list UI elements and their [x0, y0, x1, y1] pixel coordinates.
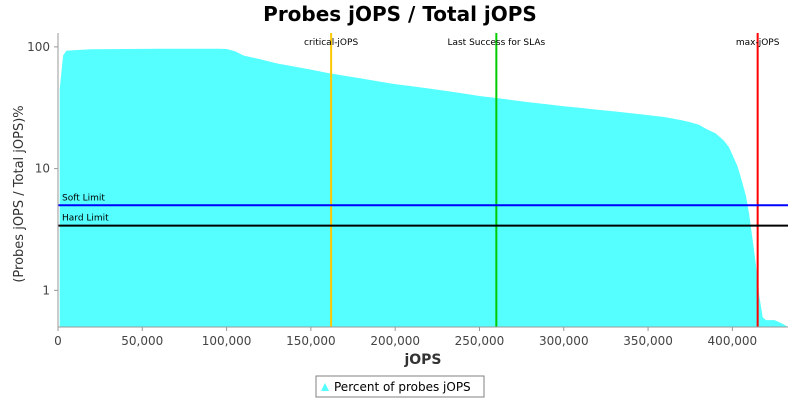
x-tick-label-0: 0 [54, 334, 62, 348]
x-tick-label-3: 150,000 [286, 334, 336, 348]
x-tick-label-5: 250,000 [455, 334, 505, 348]
y-tick-label-0: 1 [42, 283, 50, 297]
x-tick-label-1: 50,000 [121, 334, 163, 348]
legend-label: Percent of probes jOPS [334, 380, 471, 394]
x-tick-label-6: 300,000 [539, 334, 589, 348]
limit-label-1: Hard Limit [62, 214, 109, 224]
x-ticks-group: 0 50,000 100,000 150,000 200,000 250,000 300,0… [54, 327, 757, 348]
x-tick-label-4: 200,000 [370, 334, 420, 348]
vertical-markers-group: critical-jOPS Last Success for SLAs max-jO… [304, 33, 780, 327]
x-axis-label: jOPS [403, 352, 441, 368]
x-tick-label-7: 350,000 [623, 334, 673, 348]
legend: Percent of probes jOPS [315, 375, 485, 398]
series-area-0 [59, 48, 788, 328]
series-area-group [59, 48, 788, 328]
y-ticks-group: 1 10 100 [27, 40, 58, 297]
y-tick-label-2: 100 [27, 40, 50, 54]
limit-label-0: Soft Limit [62, 193, 105, 203]
marker-label-2: max-jOPS [736, 38, 780, 48]
x-tick-label-2: 100,000 [202, 334, 252, 348]
chart-title: Probes jOPS / Total jOPS [263, 2, 537, 26]
marker-label-1: Last Success for SLAs [447, 38, 545, 48]
y-tick-label-1: 10 [35, 162, 50, 176]
legend-swatch-icon [321, 383, 329, 391]
horizontal-markers-group: Soft Limit Hard Limit [58, 193, 788, 227]
x-tick-label-8: 400,000 [708, 334, 758, 348]
y-axis-label: (Probes jOPS / Total jOPS)% [12, 105, 27, 282]
legend-box [315, 375, 485, 398]
marker-label-0: critical-jOPS [304, 38, 358, 48]
